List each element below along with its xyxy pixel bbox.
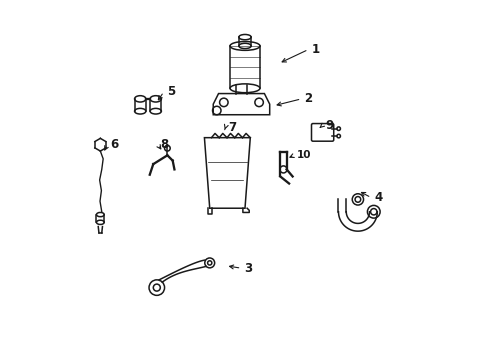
Text: 6: 6 <box>110 138 119 151</box>
Text: 8: 8 <box>161 138 169 151</box>
Text: 5: 5 <box>167 85 175 98</box>
Text: 1: 1 <box>311 43 319 56</box>
Ellipse shape <box>150 96 161 102</box>
Text: 4: 4 <box>374 191 382 204</box>
Text: 2: 2 <box>304 93 313 105</box>
Text: 10: 10 <box>297 150 312 160</box>
Text: 3: 3 <box>245 262 252 275</box>
Ellipse shape <box>135 96 146 102</box>
Ellipse shape <box>97 212 104 217</box>
Text: 7: 7 <box>228 121 237 134</box>
Ellipse shape <box>239 35 251 40</box>
Ellipse shape <box>230 41 260 50</box>
Text: 9: 9 <box>325 119 334 132</box>
